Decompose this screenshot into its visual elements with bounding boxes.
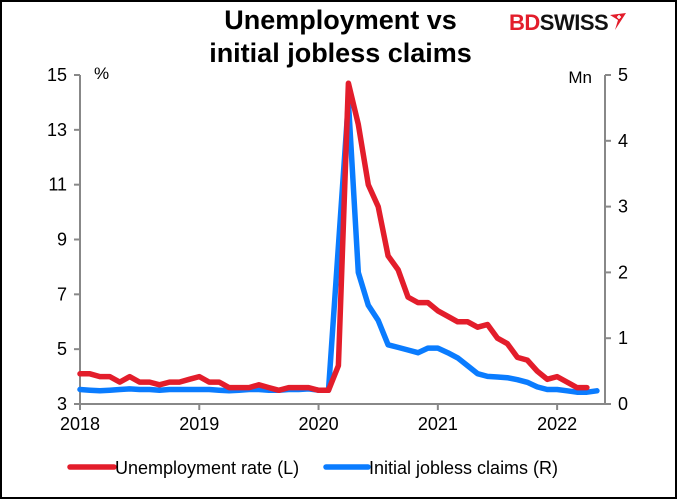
chart-title-line1: Unemployment vs <box>224 5 457 35</box>
left-axis-tick-label: 15 <box>47 65 67 85</box>
logo-swiss-text: SWISS <box>539 10 609 35</box>
initial-claims-line <box>77 98 600 395</box>
left-axis-tick-label: 13 <box>47 120 67 140</box>
unemployment-rate-line <box>77 80 590 394</box>
right-axis-tick-label: 2 <box>618 262 628 282</box>
left-axis-tick-label: 7 <box>57 284 67 304</box>
right-axis-unit: Mn <box>568 68 592 87</box>
x-axis-tick-label: 2018 <box>60 414 100 434</box>
bdswiss-arrow-icon <box>610 13 627 30</box>
left-axis-tick-label: 3 <box>57 394 67 414</box>
logo-bd-text: BD <box>509 10 540 35</box>
left-axis-tick-label: 5 <box>57 339 67 359</box>
left-axis-unit: % <box>94 64 109 83</box>
legend-label: Unemployment rate (L) <box>115 458 299 478</box>
right-axis-tick-label: 3 <box>618 197 628 217</box>
left-axis-tick-label: 9 <box>57 230 67 250</box>
bdswiss-logo: BDSWISS <box>509 11 627 35</box>
legend: Unemployment rate (L) Initial jobless cla… <box>67 458 558 478</box>
right-axis-tick-label: 0 <box>618 394 628 414</box>
x-axis-tick-label: 2021 <box>418 414 458 434</box>
right-axis-tick-label: 4 <box>618 131 628 151</box>
series-lines <box>77 80 600 395</box>
right-axis-tick-label: 5 <box>618 65 628 85</box>
right-axis-tick-label: 1 <box>618 328 628 348</box>
chart-title: Unemployment vs initial jobless claims <box>2 4 675 70</box>
chart-title-line2: initial jobless claims <box>209 38 472 68</box>
x-axis-tick-label: 2020 <box>299 414 339 434</box>
x-axis-tick-label: 2019 <box>179 414 219 434</box>
axes: 3 5 7 9 11 13 15 % 0 1 2 3 4 5 Mn 2018 2019 2020 2021 2022 <box>47 64 628 434</box>
left-axis-tick-label: 11 <box>48 175 67 195</box>
legend-label: Initial jobless claims (R) <box>369 458 558 478</box>
x-axis-tick-label: 2022 <box>537 414 577 434</box>
